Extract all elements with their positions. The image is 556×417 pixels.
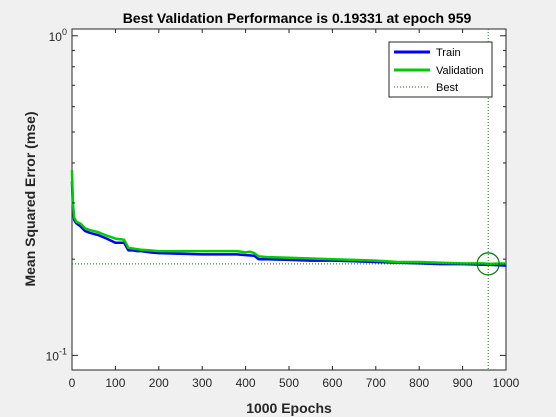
chart-title: Best Validation Performance is 0.19331 a…	[123, 10, 472, 26]
series-line-validation	[70, 170, 507, 266]
y-axis-label: Mean Squared Error (mse)	[22, 111, 38, 286]
x-tick-label: 500	[279, 376, 299, 390]
legend-train-label: Train	[436, 47, 461, 59]
x-tick-label: 100	[105, 376, 125, 390]
y-tick-label: 100	[49, 27, 67, 44]
legend: Train Validation Best	[388, 41, 493, 98]
x-tick-label: 200	[149, 376, 169, 390]
best-marker-layer	[72, 29, 506, 370]
x-tick-label: 1000	[493, 376, 520, 390]
best-point-marker	[476, 252, 500, 276]
y-tick-label: 10-1	[46, 346, 67, 363]
x-tick-label: 700	[366, 376, 386, 390]
x-tick-label: 600	[322, 376, 342, 390]
x-tick-label: 300	[192, 376, 212, 390]
series-layer	[70, 170, 507, 267]
x-tick-label: 400	[236, 376, 256, 390]
axes-layer: 0 100 200 300 400 500 600 700 800 900 1000 10-1 100	[46, 27, 520, 390]
legend-best-label: Best	[436, 82, 458, 94]
x-tick-label: 900	[453, 376, 473, 390]
legend-validation-label: Validation	[436, 65, 484, 77]
x-tick-label: 0	[69, 376, 76, 390]
x-axis-label: 1000 Epochs	[246, 400, 332, 416]
x-tick-label: 800	[409, 376, 429, 390]
